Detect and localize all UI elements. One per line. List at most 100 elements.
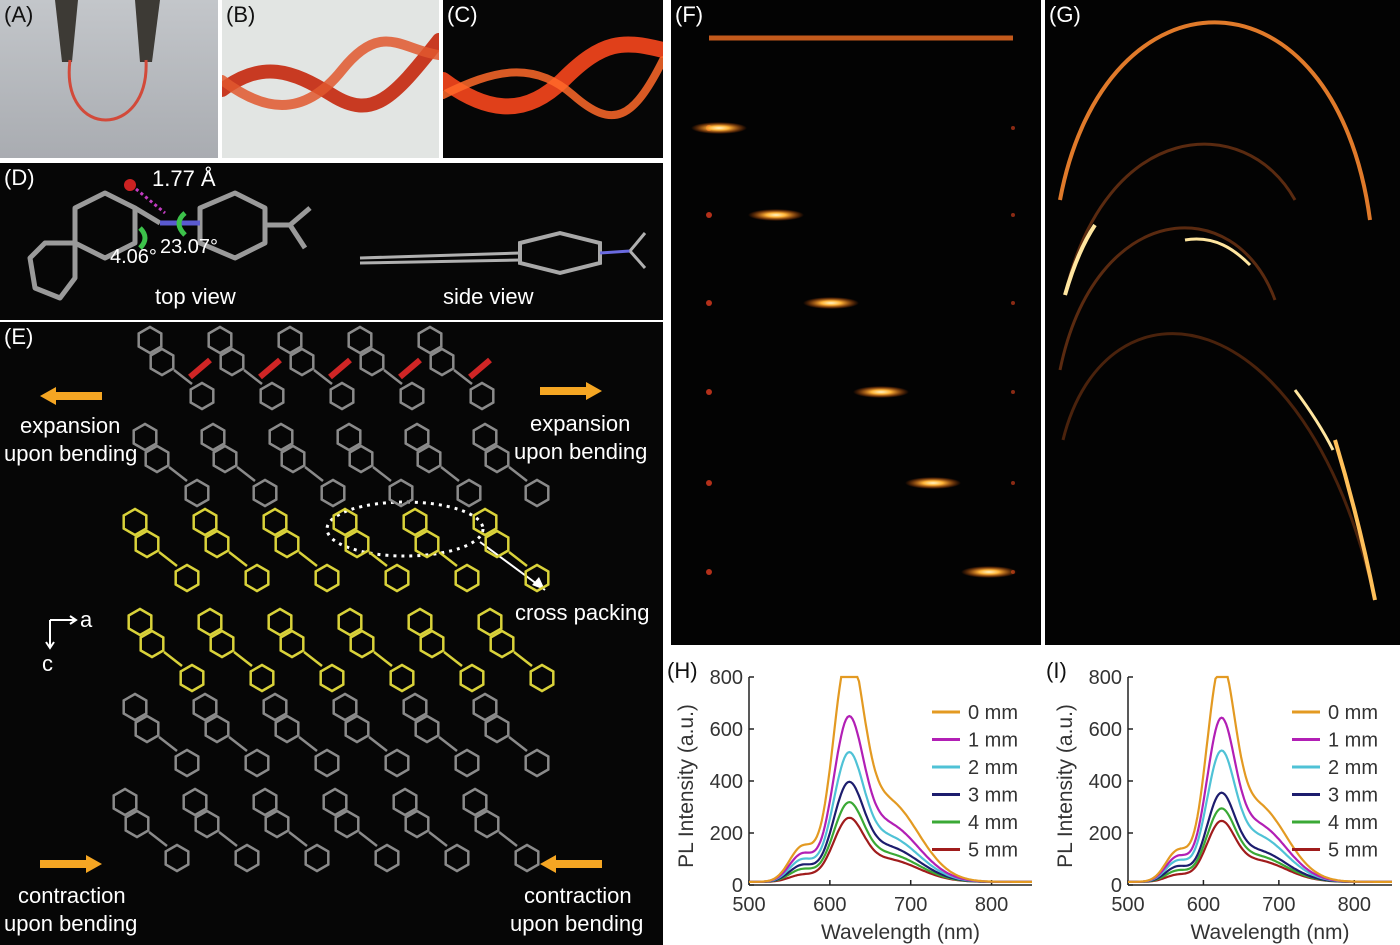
dihedral-angle-1: 4.06° xyxy=(110,246,157,268)
x-tick-label: 500 xyxy=(732,894,765,916)
waveguide-spot-row xyxy=(706,566,1017,578)
legend-label: 1 mm xyxy=(1328,730,1378,752)
legend-label: 2 mm xyxy=(968,757,1018,779)
panel-label-g: (G) xyxy=(1049,2,1081,27)
axis-indicator xyxy=(45,615,78,650)
contraction-arrow-left xyxy=(40,855,102,873)
expansion-left-label-1: expansion xyxy=(20,413,121,438)
legend-label: 0 mm xyxy=(968,702,1018,724)
panel-label-f: (F) xyxy=(675,2,704,27)
bent-fiber-1 xyxy=(1058,20,1372,221)
panel-label-i: (I) xyxy=(1046,658,1067,683)
y-tick-label: 600 xyxy=(710,719,743,741)
molecule-row xyxy=(122,692,550,778)
red-bond xyxy=(258,357,282,380)
contraction-left-label-2: upon bending xyxy=(4,911,138,936)
panel-d: (D) 1.77 Å 4.06° 23.07° top view side vi… xyxy=(0,163,663,320)
waveguide-spot-row xyxy=(706,386,1015,398)
panel-label-h: (H) xyxy=(667,658,698,683)
contraction-arrow-right xyxy=(540,855,602,873)
y-axis-label: PL Intensity (a.u.) xyxy=(1054,704,1077,868)
x-tick-label: 700 xyxy=(894,894,927,916)
molecule-row xyxy=(122,507,550,593)
contraction-left-label-1: contraction xyxy=(18,883,126,908)
side-view-label: side view xyxy=(443,284,534,309)
legend-label: 5 mm xyxy=(1328,840,1378,862)
hydrogen-bond-length: 1.77 Å xyxy=(152,166,216,191)
crystal-packing-e xyxy=(45,325,555,873)
expansion-right-label-1: expansion xyxy=(530,411,631,436)
panel-e: (E) expansion upon bending expansion upo… xyxy=(0,322,663,945)
x-tick-label: 600 xyxy=(1187,894,1220,916)
waveguide-spot-row xyxy=(706,297,1015,309)
panel-b: (B) xyxy=(222,0,439,158)
axis-c-label: c xyxy=(42,651,53,676)
x-tick-label: 500 xyxy=(1111,894,1144,916)
panel-g: (G) xyxy=(1045,0,1400,645)
legend-label: 3 mm xyxy=(968,785,1018,807)
panel-a-photo xyxy=(0,0,218,158)
y-tick-label: 0 xyxy=(1111,875,1122,897)
y-tick-label: 800 xyxy=(710,667,743,689)
series-line xyxy=(1128,675,1392,883)
y-tick-label: 400 xyxy=(1089,771,1122,793)
panel-label-c: (C) xyxy=(447,2,478,27)
legend-label: 4 mm xyxy=(1328,812,1378,834)
x-tick-label: 800 xyxy=(1338,894,1371,916)
y-tick-label: 600 xyxy=(1089,719,1122,741)
y-tick-label: 0 xyxy=(732,875,743,897)
x-tick-label: 800 xyxy=(975,894,1008,916)
red-bond xyxy=(398,357,422,380)
x-tick-label: 700 xyxy=(1262,894,1295,916)
y-axis-label: PL Intensity (a.u.) xyxy=(675,704,698,868)
x-tick-label: 600 xyxy=(813,894,846,916)
red-bond xyxy=(468,357,492,380)
contraction-right-label-1: contraction xyxy=(524,883,632,908)
legend-label: 0 mm xyxy=(1328,702,1378,724)
panel-f: (F) xyxy=(671,0,1041,645)
panel-i: 0 200 400 600 800 500 600 700 800 Wavelength (nm)… xyxy=(1042,652,1400,945)
molecule-structure-d xyxy=(27,179,647,301)
cross-packing-pointer xyxy=(479,541,546,591)
molecule-row xyxy=(127,607,555,693)
cross-packing-label: cross packing xyxy=(515,600,650,625)
panel-h: 0 200 400 600 800 500 600 700 800 Wavelength (nm)… xyxy=(663,652,1040,945)
x-axis-label: Wavelength (nm) xyxy=(1190,921,1349,944)
expansion-arrow-left xyxy=(40,387,102,405)
molecule-row xyxy=(137,325,495,411)
y-tick-label: 400 xyxy=(710,771,743,793)
red-bond xyxy=(188,357,212,380)
legend-label: 3 mm xyxy=(1328,785,1378,807)
panel-c: (C) xyxy=(443,0,663,158)
panel-label-a: (A) xyxy=(4,2,34,27)
panel-b-photo xyxy=(222,0,439,158)
contraction-right-label-2: upon bending xyxy=(510,911,644,936)
axis-a-label: a xyxy=(80,607,93,632)
dihedral-angle-2: 23.07° xyxy=(160,236,219,258)
waveguide-spot-row xyxy=(706,209,1015,221)
y-tick-label: 800 xyxy=(1089,667,1122,689)
legend-label: 1 mm xyxy=(968,730,1018,752)
panel-c-photo xyxy=(443,0,663,158)
panel-label-d: (D) xyxy=(4,165,35,190)
panel-a: (A) xyxy=(0,0,218,158)
series-line xyxy=(749,675,1032,883)
legend-label: 4 mm xyxy=(968,812,1018,834)
molecule-row xyxy=(132,422,550,508)
bent-waveguide-image-g xyxy=(1045,0,1400,645)
x-axis-label: Wavelength (nm) xyxy=(821,921,980,944)
pl-spectrum-chart-i: 0 200 400 600 800 500 600 700 800 Wavelength (nm)… xyxy=(1054,667,1392,944)
panel-label-e: (E) xyxy=(4,324,34,349)
waveguide-spot-row xyxy=(691,122,1015,134)
waveguide-spot-row xyxy=(706,477,1015,489)
top-view-label: top view xyxy=(155,284,236,309)
expansion-arrow-right xyxy=(540,382,602,400)
waveguide-image-f xyxy=(671,0,1041,645)
pl-spectrum-chart-h: 0 200 400 600 800 500 600 700 800 Wavelength (nm)… xyxy=(675,667,1032,944)
cross-packing-ellipse xyxy=(325,500,485,558)
y-tick-label: 200 xyxy=(710,823,743,845)
y-tick-label: 200 xyxy=(1089,823,1122,845)
panel-label-b: (B) xyxy=(226,2,256,27)
legend-label: 2 mm xyxy=(1328,757,1378,779)
expansion-right-label-2: upon bending xyxy=(514,439,648,464)
